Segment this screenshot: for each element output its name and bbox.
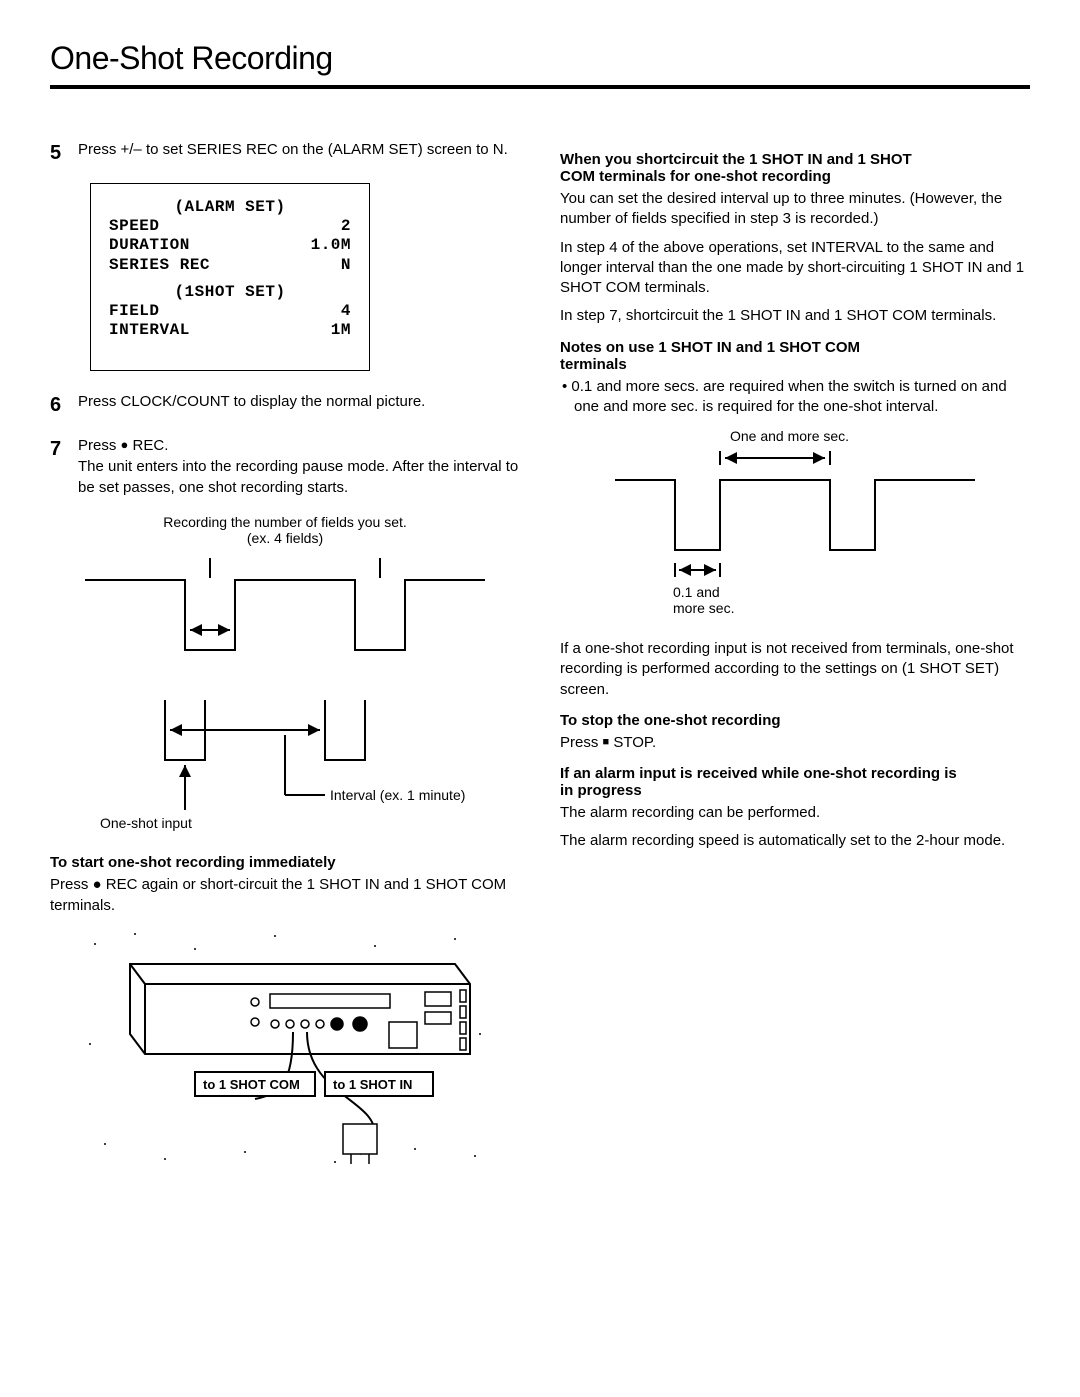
right-column: When you shortcircuit the 1 SHOT IN and … [560,139,1030,1174]
left-column: 5 Press +/– to set SERIES REC on the (AL… [50,139,520,1174]
notes-head: Notes on use 1 SHOT IN and 1 SHOT COM te… [560,339,1030,373]
body-text: You can set the desired interval up to t… [560,189,1030,230]
screen-line: (ALARM SET) [109,198,351,217]
page-title: One-Shot Recording [50,40,1030,77]
title-rule [50,85,1030,89]
alarm-set-screen: (ALARM SET) SPEED 2 DURATION 1.0M SERIES… [90,183,370,371]
screen-line: INTERVAL 1M [109,321,351,340]
step-number: 6 [50,391,78,419]
stop-head: To stop the one-shot recording [560,712,1030,729]
step-text: Press CLOCK/COUNT to display the normal … [78,391,520,419]
interval-label: Interval (ex. 1 minute) [330,787,465,803]
diagram-caption: Recording the number of fields you set. … [50,514,520,546]
oneshot-input-label: One-shot input [100,815,192,831]
screen-line: (1SHOT SET) [109,283,351,302]
timing-diagram-right: One and more sec. 0.1 and more sec [560,425,1030,625]
step-6: 6 Press CLOCK/COUNT to display the norma… [50,391,520,419]
body-text: Press ■ STOP. [560,733,1030,753]
start-immediately-body: Press ● REC again or short-circuit the 1… [50,875,520,916]
one-sec-label: One and more sec. [730,428,849,444]
alarm-head: If an alarm input is received while one-… [560,765,1030,799]
screen-line: SERIES REC N [109,256,351,275]
step-number: 7 [50,435,78,498]
screen-line: DURATION 1.0M [109,236,351,255]
body-text: In step 7, shortcircuit the 1 SHOT IN an… [560,306,1030,326]
body-text: If a one-shot recording input is not rec… [560,639,1030,700]
step-7: 7 Press ● REC. The unit enters into the … [50,435,520,498]
to-shot-com-label: to 1 SHOT COM [203,1077,300,1092]
shortcircuit-head: When you shortcircuit the 1 SHOT IN and … [560,151,1030,185]
step-5: 5 Press +/– to set SERIES REC on the (AL… [50,139,520,167]
body-text: The alarm recording can be performed. [560,803,1030,823]
timing-diagram-left: Interval (ex. 1 minute) One-shot input [50,550,520,840]
screen-line: FIELD 4 [109,302,351,321]
two-column-layout: 5 Press +/– to set SERIES REC on the (AL… [50,139,1030,1174]
start-immediately-head: To start one-shot recording immediately [50,854,520,871]
point1-sec-label2: more sec. [673,600,734,616]
to-shot-in-label: to 1 SHOT IN [333,1077,412,1092]
stop-icon: ■ [603,736,610,748]
timing-diagram-svg: Interval (ex. 1 minute) One-shot input [75,550,495,840]
step-number: 5 [50,139,78,167]
body-text: The alarm recording speed is automatical… [560,831,1030,851]
point1-sec-label: 0.1 and [673,584,720,600]
step-text: Press +/– to set SERIES REC on the (ALAR… [78,139,520,167]
screen-line: SPEED 2 [109,217,351,236]
step-text: Press ● REC. The unit enters into the re… [78,435,520,498]
device-illustration: to 1 SHOT COM to 1 SHOT IN [75,924,495,1174]
record-icon: ● [121,437,129,452]
bullet-text: • 0.1 and more secs. are required when t… [560,377,1030,418]
body-text: In step 4 of the above operations, set I… [560,238,1030,299]
